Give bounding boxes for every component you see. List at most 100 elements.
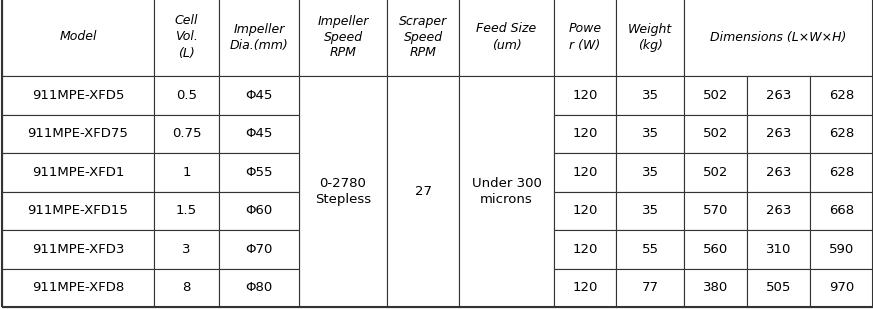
Bar [684, 192, 747, 230]
Text: 970: 970 [828, 281, 854, 294]
Bar [616, 269, 684, 307]
Text: 120: 120 [573, 204, 598, 217]
Bar [810, 115, 873, 153]
Bar [747, 269, 810, 307]
Bar [684, 76, 747, 115]
Bar [684, 230, 747, 269]
Text: 120: 120 [573, 127, 598, 140]
Text: 310: 310 [766, 243, 791, 256]
Text: 502: 502 [703, 89, 728, 102]
Text: 120: 120 [573, 243, 598, 256]
Text: 911MPE-XFD15: 911MPE-XFD15 [28, 204, 128, 217]
Bar [810, 269, 873, 307]
Text: Impeller
Speed
RPM: Impeller Speed RPM [317, 15, 368, 60]
Text: Φ45: Φ45 [245, 127, 272, 140]
Bar [219, 115, 299, 153]
Bar [810, 153, 873, 192]
Bar [616, 230, 684, 269]
Bar [554, 115, 616, 153]
Text: Cell
Vol.
(L): Cell Vol. (L) [175, 15, 198, 60]
Text: 590: 590 [828, 243, 854, 256]
Bar [747, 153, 810, 192]
Text: Weight
(kg): Weight (kg) [628, 23, 672, 52]
Bar [2, 192, 154, 230]
Text: 911MPE-XFD5: 911MPE-XFD5 [31, 89, 124, 102]
Bar [2, 230, 154, 269]
Bar [459, 0, 554, 76]
Bar [616, 115, 684, 153]
Bar [684, 153, 747, 192]
Bar [554, 153, 616, 192]
Text: 505: 505 [766, 281, 791, 294]
Text: Φ55: Φ55 [245, 166, 272, 179]
Text: Φ70: Φ70 [245, 243, 272, 256]
Bar [2, 115, 154, 153]
Bar [616, 192, 684, 230]
Bar [2, 153, 154, 192]
Bar [154, 192, 219, 230]
Bar [684, 269, 747, 307]
Bar [387, 76, 459, 307]
Bar [554, 230, 616, 269]
Text: 120: 120 [573, 166, 598, 179]
Text: 502: 502 [703, 127, 728, 140]
Bar [554, 269, 616, 307]
Bar [2, 76, 154, 115]
Text: Scraper
Speed
RPM: Scraper Speed RPM [399, 15, 447, 60]
Text: 628: 628 [828, 89, 854, 102]
Text: 570: 570 [703, 204, 728, 217]
Text: 1: 1 [182, 166, 190, 179]
Text: 0.5: 0.5 [176, 89, 197, 102]
Text: 0.75: 0.75 [172, 127, 202, 140]
Text: 380: 380 [703, 281, 728, 294]
Bar [219, 269, 299, 307]
Text: 263: 263 [766, 204, 791, 217]
Text: 0-2780
Stepless: 0-2780 Stepless [315, 177, 371, 206]
Bar [554, 76, 616, 115]
Bar [299, 76, 387, 307]
Bar [154, 115, 219, 153]
Text: Dimensions (L×W×H): Dimensions (L×W×H) [711, 31, 847, 44]
Text: 628: 628 [828, 127, 854, 140]
Text: Φ45: Φ45 [245, 89, 272, 102]
Bar [616, 76, 684, 115]
Bar [299, 0, 387, 76]
Bar [747, 192, 810, 230]
Text: 35: 35 [642, 166, 658, 179]
Bar [154, 269, 219, 307]
Text: 77: 77 [642, 281, 658, 294]
Text: 628: 628 [828, 166, 854, 179]
Bar [810, 192, 873, 230]
Text: 35: 35 [642, 89, 658, 102]
Bar [154, 153, 219, 192]
Text: Powe
r (W): Powe r (W) [568, 23, 601, 52]
Text: 55: 55 [642, 243, 658, 256]
Bar [747, 115, 810, 153]
Bar [554, 0, 616, 76]
Text: Feed Size
(um): Feed Size (um) [477, 23, 537, 52]
Bar [154, 76, 219, 115]
Bar [219, 192, 299, 230]
Bar [154, 0, 219, 76]
Text: Impeller
Dia.(mm): Impeller Dia.(mm) [230, 23, 288, 52]
Text: Under 300
microns: Under 300 microns [471, 177, 541, 206]
Text: 263: 263 [766, 89, 791, 102]
Bar [684, 115, 747, 153]
Text: 27: 27 [415, 185, 431, 198]
Text: 560: 560 [703, 243, 728, 256]
Bar [554, 192, 616, 230]
Bar [747, 230, 810, 269]
Bar [616, 0, 684, 76]
Bar [2, 269, 154, 307]
Bar [219, 230, 299, 269]
Text: 35: 35 [642, 127, 658, 140]
Bar [810, 76, 873, 115]
Text: 668: 668 [829, 204, 854, 217]
Bar [219, 153, 299, 192]
Bar [747, 76, 810, 115]
Text: 911MPE-XFD8: 911MPE-XFD8 [32, 281, 124, 294]
Text: 263: 263 [766, 127, 791, 140]
Bar [387, 0, 459, 76]
Text: 8: 8 [182, 281, 190, 294]
Text: 911MPE-XFD75: 911MPE-XFD75 [28, 127, 128, 140]
